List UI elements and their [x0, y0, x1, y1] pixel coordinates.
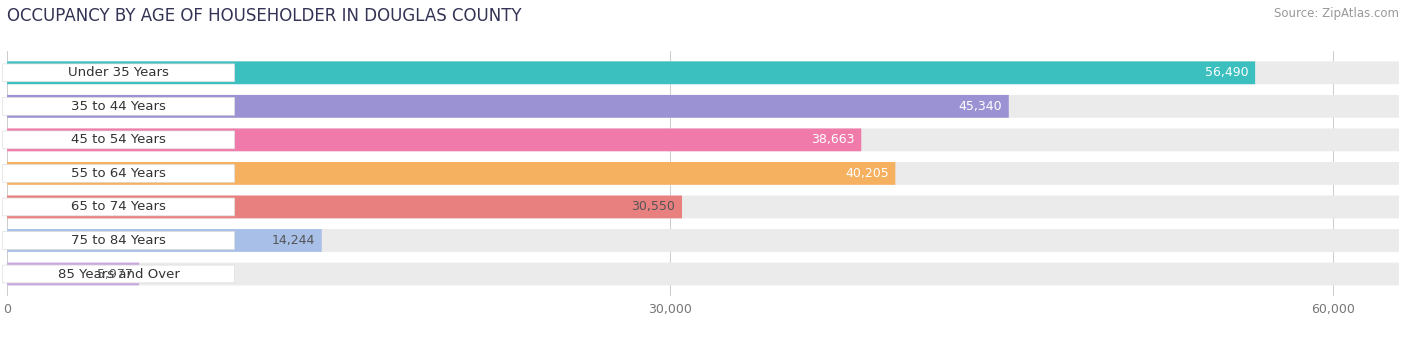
FancyBboxPatch shape [7, 162, 896, 185]
Text: 56,490: 56,490 [1205, 66, 1249, 79]
FancyBboxPatch shape [3, 165, 235, 182]
Text: 55 to 64 Years: 55 to 64 Years [72, 167, 166, 180]
Text: 65 to 74 Years: 65 to 74 Years [72, 201, 166, 214]
Text: 30,550: 30,550 [631, 201, 675, 214]
Text: OCCUPANCY BY AGE OF HOUSEHOLDER IN DOUGLAS COUNTY: OCCUPANCY BY AGE OF HOUSEHOLDER IN DOUGL… [7, 7, 522, 25]
Text: 45 to 54 Years: 45 to 54 Years [72, 133, 166, 146]
Text: 75 to 84 Years: 75 to 84 Years [72, 234, 166, 247]
FancyBboxPatch shape [3, 265, 235, 283]
Text: Under 35 Years: Under 35 Years [67, 66, 169, 79]
FancyBboxPatch shape [7, 195, 1399, 218]
FancyBboxPatch shape [7, 62, 1399, 84]
FancyBboxPatch shape [7, 129, 862, 151]
Text: 85 Years and Over: 85 Years and Over [58, 268, 180, 280]
Text: Source: ZipAtlas.com: Source: ZipAtlas.com [1274, 7, 1399, 20]
FancyBboxPatch shape [7, 95, 1008, 118]
FancyBboxPatch shape [3, 131, 235, 149]
FancyBboxPatch shape [7, 95, 1399, 118]
FancyBboxPatch shape [3, 198, 235, 216]
FancyBboxPatch shape [7, 162, 1399, 185]
FancyBboxPatch shape [7, 262, 139, 285]
Text: 14,244: 14,244 [271, 234, 315, 247]
FancyBboxPatch shape [7, 229, 322, 252]
Text: 38,663: 38,663 [811, 133, 855, 146]
FancyBboxPatch shape [7, 129, 1399, 151]
FancyBboxPatch shape [7, 195, 682, 218]
Text: 45,340: 45,340 [959, 100, 1002, 113]
FancyBboxPatch shape [3, 98, 235, 115]
FancyBboxPatch shape [7, 262, 1399, 285]
FancyBboxPatch shape [3, 64, 235, 82]
FancyBboxPatch shape [7, 62, 1256, 84]
Text: 35 to 44 Years: 35 to 44 Years [72, 100, 166, 113]
FancyBboxPatch shape [3, 232, 235, 249]
Text: 5,977: 5,977 [97, 268, 132, 280]
FancyBboxPatch shape [7, 229, 1399, 252]
Text: 40,205: 40,205 [845, 167, 889, 180]
